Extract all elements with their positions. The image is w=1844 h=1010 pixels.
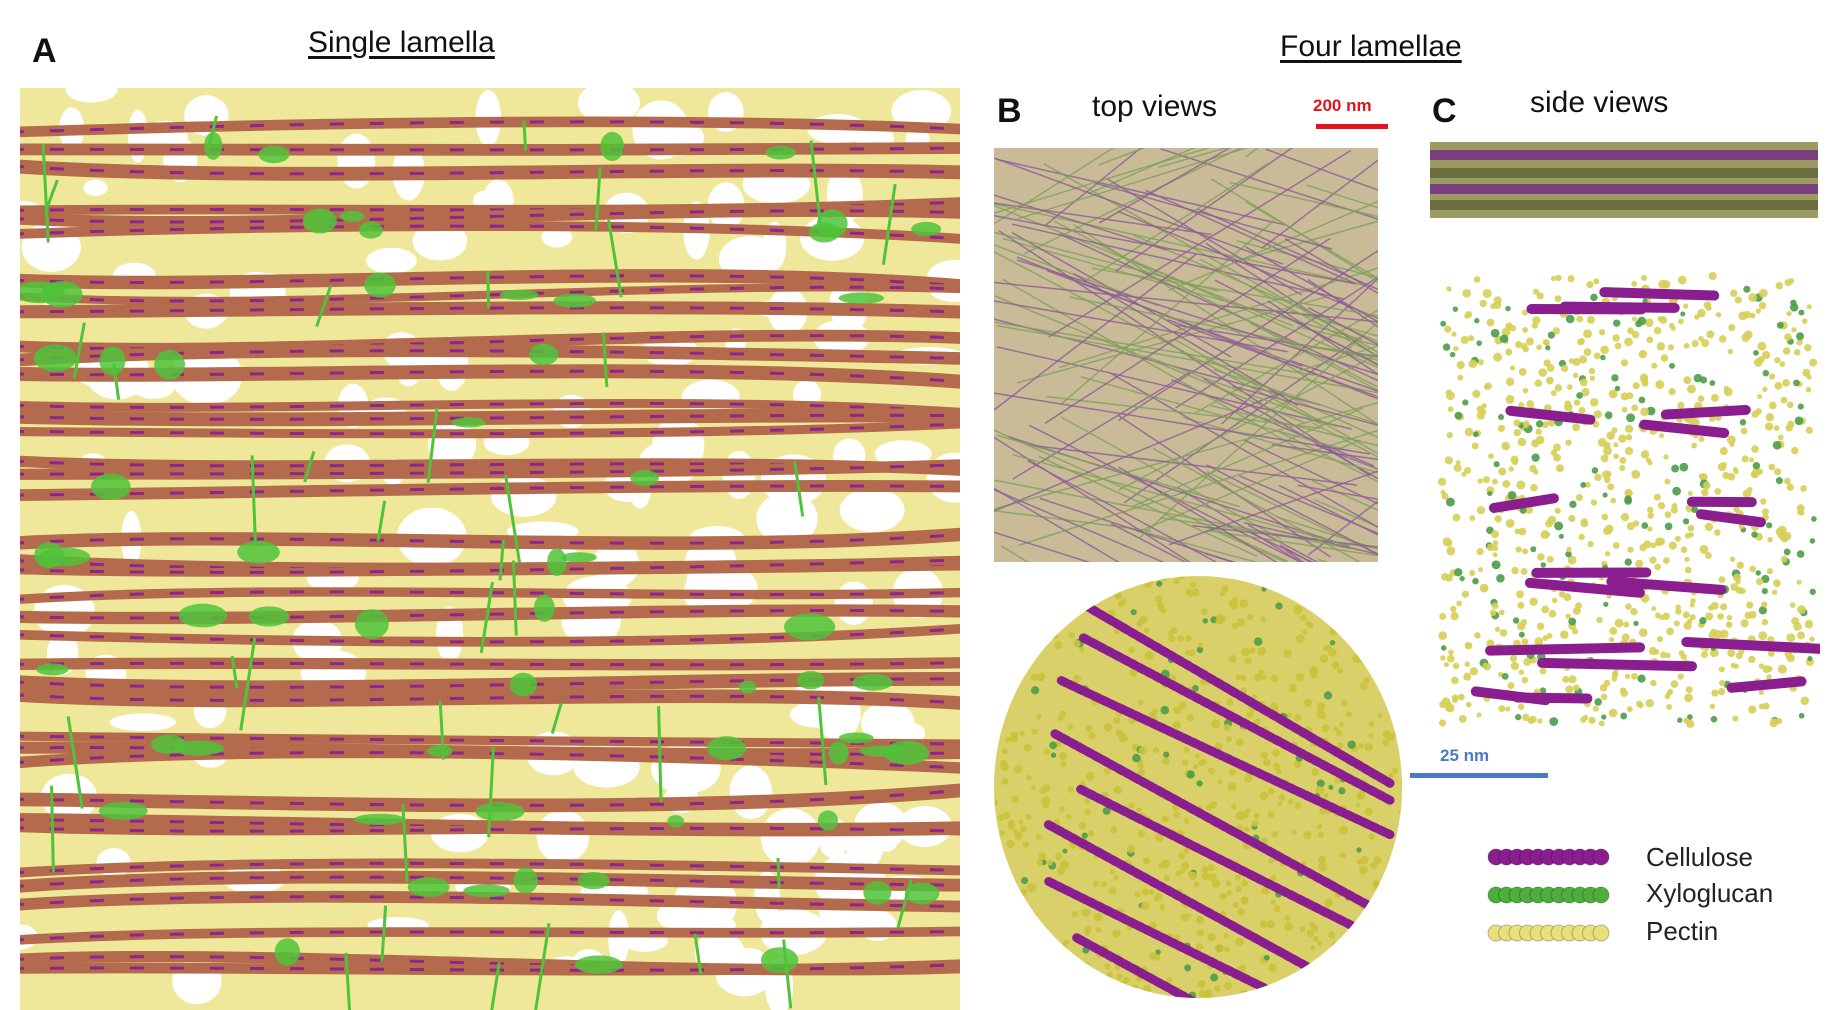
top-views-label: top views <box>1092 90 1218 123</box>
side-cellulose-rods <box>1470 287 1820 706</box>
cellulose-fibrils <box>20 116 960 976</box>
four-lamellae-title: Four lamellae <box>1280 30 1462 63</box>
side-views-label: side views <box>1530 86 1669 119</box>
scale-bar-25nm-label: 25 nm <box>1440 746 1490 765</box>
fibril-network-top-view <box>994 148 1378 562</box>
scale-bar-200nm-label: 200 nm <box>1313 96 1372 115</box>
side-pectin-particles <box>1437 271 1818 728</box>
side-view-block-image <box>1437 271 1820 728</box>
scale-bar-25nm <box>1410 773 1548 778</box>
panel-b-letter: B <box>997 92 1022 130</box>
pectin-particles <box>994 576 1402 998</box>
xyloglucan-legend-icon <box>1487 886 1610 904</box>
scale-bar-200nm <box>1316 124 1388 129</box>
top-view-circle-image <box>994 576 1402 998</box>
legend-pectin: Pectin <box>1646 916 1719 946</box>
cellulose-legend-icon <box>1487 848 1610 866</box>
legend-cellulose: Cellulose <box>1646 842 1753 872</box>
top-view-square-image <box>994 148 1378 562</box>
xyloglucan-tethers <box>20 115 942 1010</box>
panel-a-title: Single lamella <box>308 26 495 59</box>
legend-xyloglucan: Xyloglucan <box>1646 878 1774 908</box>
side-view-strip-image <box>1430 142 1818 218</box>
panel-a-letter: A <box>32 32 57 70</box>
panel-c-letter: C <box>1432 92 1457 130</box>
pectin-legend-icon <box>1487 924 1610 942</box>
single-lamella-image <box>20 88 960 1010</box>
